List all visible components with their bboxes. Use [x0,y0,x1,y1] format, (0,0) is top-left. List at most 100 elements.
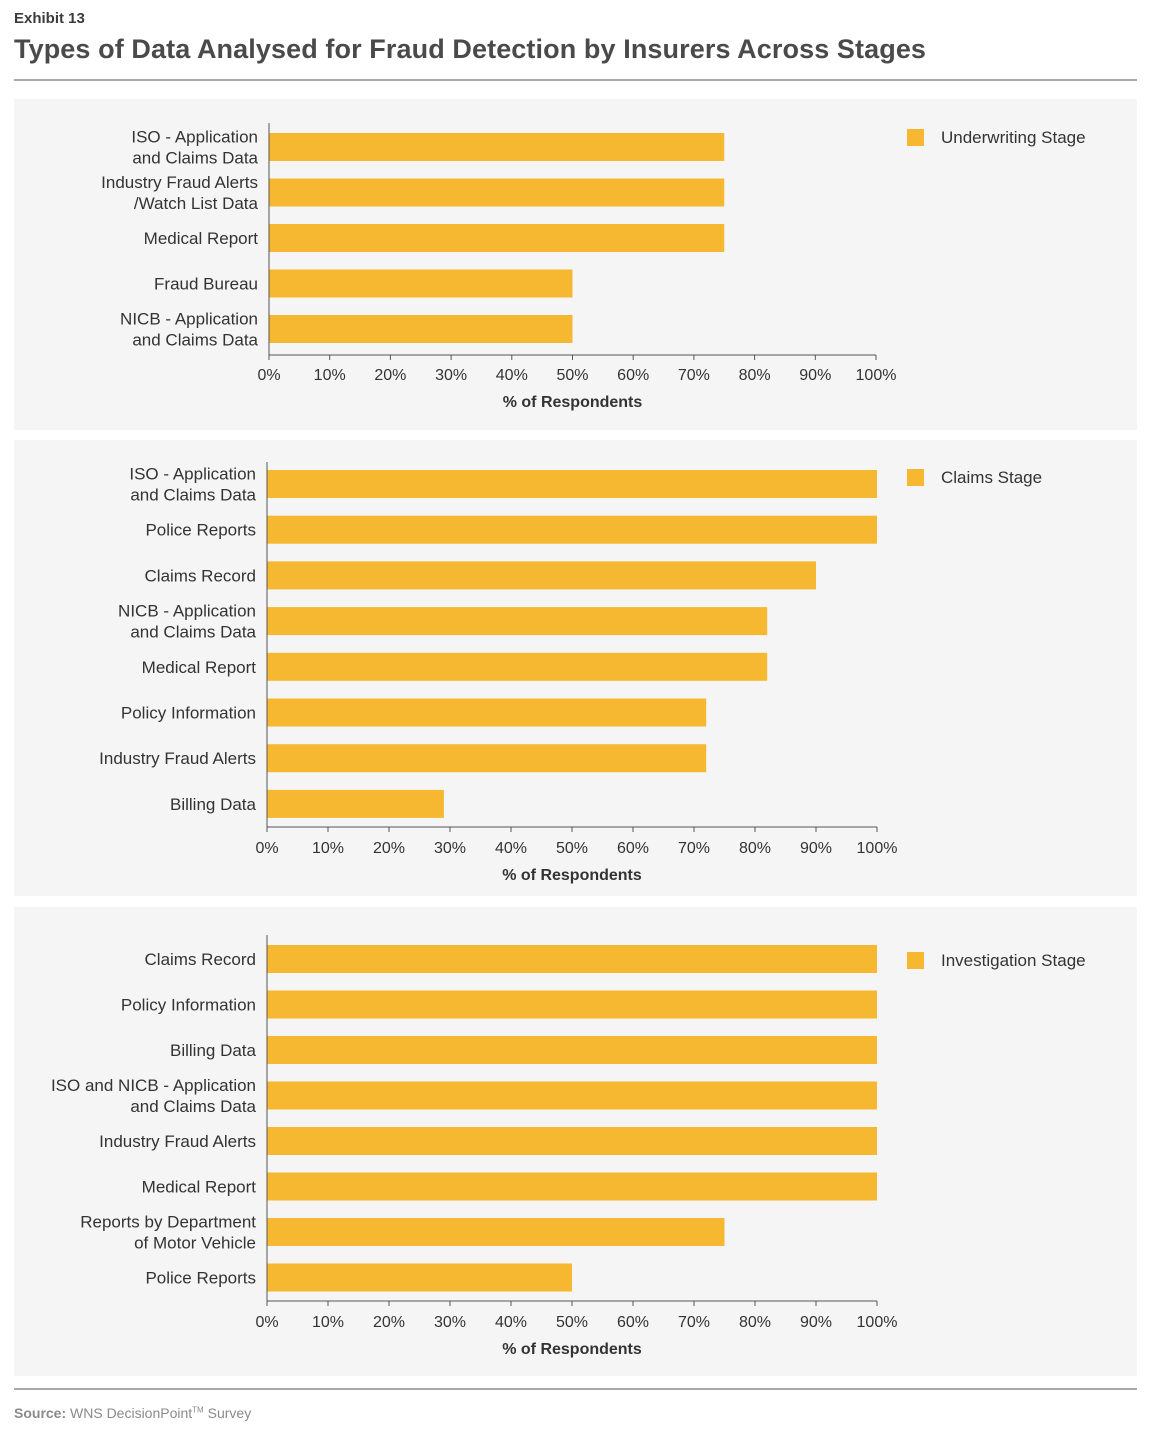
category-label: NICB - Application [118,602,256,621]
x-tick-label: 60% [617,840,649,857]
category-label: Industry Fraud Alerts [99,749,256,768]
category-label: and Claims Data [132,149,258,168]
category-label: and Claims Data [130,623,256,642]
footer-divider [14,1388,1137,1390]
bar-medical-report [267,652,768,681]
category-label: Claims Record [145,950,256,969]
underwriting-chart-svg: ISO - Application and Claims Data Industry… [101,123,1086,411]
category-label: Industry Fraud Alerts [99,1132,256,1151]
x-tick-label: 50% [556,1314,588,1331]
legend-swatch [907,469,924,486]
claims-stage-chart: ISO - Application and Claims Data Police R… [14,440,1137,896]
x-tick-label: 100% [857,840,898,857]
x-tick-label: 100% [856,367,897,384]
category-label: Industry Fraud Alerts [101,173,258,192]
x-tick-label: 50% [556,367,588,384]
title-divider [14,79,1137,81]
category-label: Policy Information [121,704,256,723]
bar-police-reports [267,1263,572,1292]
bar-billing-data [267,1036,877,1064]
category-label: ISO - Application [129,465,256,484]
category-label: Policy Information [121,996,256,1015]
category-label: ISO and NICB - Application [51,1076,256,1095]
category-label: Medical Report [144,229,259,248]
x-tick-label: 70% [678,840,710,857]
category-label: ISO - Application [131,128,258,147]
x-tick-label: 90% [800,840,832,857]
x-tick-label: 80% [739,1314,771,1331]
x-tick-label: 10% [314,367,346,384]
category-label: Medical Report [142,1178,257,1197]
investigation-stage-chart: Claims Record Policy Information Billing D… [14,907,1137,1376]
bar-fraud-bureau [269,269,573,298]
exhibit-number: Exhibit 13 [14,10,85,27]
category-label: and Claims Data [132,331,258,350]
bar-billing-data [267,789,444,818]
bar-industry-fraud-alerts [267,1127,877,1155]
source-suffix: Survey [203,1405,252,1421]
bar-medical-report [267,1172,877,1201]
x-axis-title: % of Respondents [502,867,642,884]
x-tick-label: 20% [373,840,405,857]
x-tick-label: 10% [312,840,344,857]
x-tick-label: 40% [495,840,527,857]
legend-label: Underwriting Stage [941,128,1086,147]
x-tick-label: 90% [800,1314,832,1331]
investigation-chart-svg: Claims Record Policy Information Billing D… [51,935,1086,1358]
x-tick-label: 60% [617,1314,649,1331]
x-tick-label: 80% [739,840,771,857]
legend-swatch [907,129,924,146]
legend-label: Claims Stage [941,468,1042,487]
x-axis-title: % of Respondents [503,394,643,411]
bar-iso-application-and-claims-data [267,470,877,498]
bar-policy-information [267,990,877,1019]
x-tick-label: 70% [678,1314,710,1331]
category-label: Claims Record [145,566,256,585]
x-tick-label: 20% [373,1314,405,1331]
bar-police-reports [267,515,877,544]
category-label: of Motor Vehicle [134,1234,256,1253]
page-title: Types of Data Analysed for Fraud Detecti… [14,34,927,64]
category-label: NICB - Application [120,310,258,329]
underwriting-stage-chart: ISO - Application and Claims Data Industry… [14,99,1137,430]
bar-reports-by-department-of-motor-vehicle [267,1218,725,1246]
trademark-mark: TM [192,1405,204,1415]
category-label: Police Reports [145,521,256,540]
bar-claims-record [267,561,816,590]
legend-swatch [907,952,924,969]
x-tick-label: 90% [799,367,831,384]
x-tick-label: 10% [312,1314,344,1331]
bar-industry-fraud-alerts-watch-list-data [269,178,725,207]
source-note: Source: WNS DecisionPointTM Survey [14,1405,251,1421]
category-label: Billing Data [170,795,257,814]
x-tick-label: 30% [434,1314,466,1331]
x-tick-label: 30% [434,840,466,857]
category-label: Reports by Department [80,1213,256,1232]
bar-nicb-application-and-claims-data [267,607,768,636]
source-label: Source: [14,1405,67,1421]
bar-industry-fraud-alerts [267,744,707,773]
bar-nicb-application-and-claims-data [269,315,573,343]
x-tick-label: 20% [374,367,406,384]
x-tick-label: 0% [255,840,278,857]
bar-policy-information [267,698,707,727]
category-label: Police Reports [145,1269,256,1288]
x-tick-label: 100% [857,1314,898,1331]
x-tick-label: 40% [496,367,528,384]
category-label: Fraud Bureau [154,275,258,294]
category-label: and Claims Data [130,486,256,505]
x-tick-label: 80% [739,367,771,384]
legend-label: Investigation Stage [941,951,1086,970]
x-tick-label: 0% [255,1314,278,1331]
x-tick-label: 0% [257,367,280,384]
bar-claims-record [267,945,877,973]
x-tick-label: 70% [678,367,710,384]
category-label: Medical Report [142,658,257,677]
category-label: and Claims Data [130,1097,256,1116]
source-text: WNS DecisionPoint [70,1405,193,1421]
x-tick-label: 50% [556,840,588,857]
bar-iso-application-and-claims-data [269,133,725,161]
x-axis-title: % of Respondents [502,1341,642,1358]
category-label: Billing Data [170,1041,257,1060]
x-tick-label: 30% [435,367,467,384]
